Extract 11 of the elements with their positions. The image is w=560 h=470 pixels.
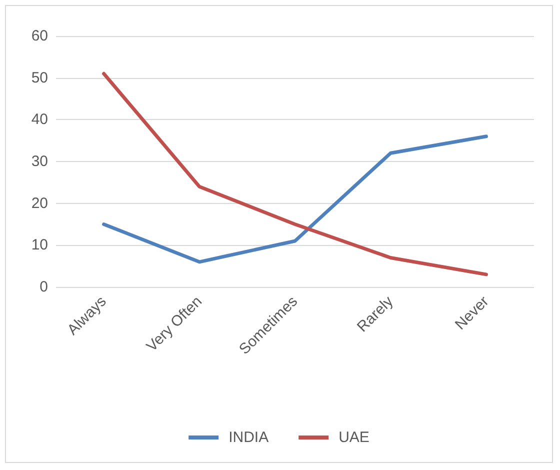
y-tick-label: 50 bbox=[31, 69, 48, 86]
legend-label: INDIA bbox=[228, 429, 269, 446]
y-tick-label: 40 bbox=[31, 111, 48, 128]
y-tick-label: 60 bbox=[31, 28, 48, 44]
line-series bbox=[102, 134, 488, 264]
y-tick-label: 20 bbox=[31, 194, 48, 212]
y-tick-label: 0 bbox=[40, 278, 48, 296]
legend-label: UAE bbox=[338, 429, 370, 446]
y-tick-label: 30 bbox=[31, 153, 48, 170]
y-tick-label: 10 bbox=[31, 236, 48, 254]
line-series bbox=[102, 72, 488, 276]
